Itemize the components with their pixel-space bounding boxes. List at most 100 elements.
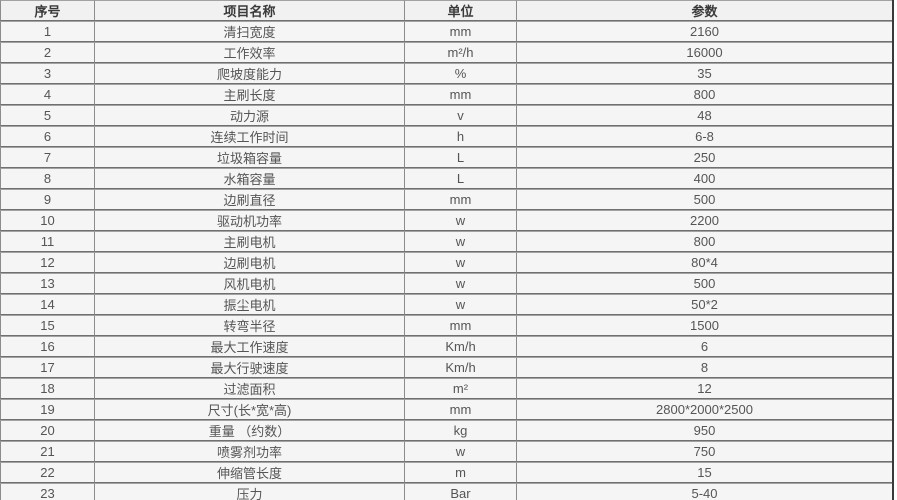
cell-index: 13 bbox=[0, 273, 95, 294]
table-row: 4 主刷长度 mm 800 bbox=[0, 84, 892, 105]
cell-value: 50*2 bbox=[517, 294, 892, 315]
table-row: 22 伸缩管长度 m 15 bbox=[0, 462, 892, 483]
table-row: 17 最大行驶速度 Km/h 8 bbox=[0, 357, 892, 378]
cell-unit: mm bbox=[405, 21, 517, 42]
table-row: 3 爬坡度能力% 35 bbox=[0, 63, 892, 84]
table-row: 7 垃圾箱容量 L 250 bbox=[0, 147, 892, 168]
cell-unit: mm bbox=[405, 315, 517, 336]
cell-item: 爬坡度能力 bbox=[95, 63, 405, 84]
cell-unit: m²/h bbox=[405, 42, 517, 63]
cell-item: 伸缩管长度 bbox=[95, 462, 405, 483]
cell-unit: mm bbox=[405, 84, 517, 105]
cell-index: 19 bbox=[0, 399, 95, 420]
cell-unit: m bbox=[405, 462, 517, 483]
cell-value: 15 bbox=[517, 462, 892, 483]
cell-value: 1500 bbox=[517, 315, 892, 336]
table-row: 16 最大工作速度 Km/h 6 bbox=[0, 336, 892, 357]
cell-unit: % bbox=[405, 63, 517, 84]
cell-item: 工作效率 bbox=[95, 42, 405, 63]
cell-item: 边刷直径 bbox=[95, 189, 405, 210]
cell-unit: w bbox=[405, 441, 517, 462]
cell-unit: kg bbox=[405, 420, 517, 441]
cell-value: 35 bbox=[517, 63, 892, 84]
cell-item: 水箱容量 bbox=[95, 168, 405, 189]
cell-value: 500 bbox=[517, 189, 892, 210]
cell-unit: w bbox=[405, 294, 517, 315]
cell-value: 6 bbox=[517, 336, 892, 357]
table-row: 1 清扫宽度 mm 2160 bbox=[0, 21, 892, 42]
cell-index: 23 bbox=[0, 483, 95, 500]
cell-value: 800 bbox=[517, 231, 892, 252]
cell-item: 驱动机功率 bbox=[95, 210, 405, 231]
cell-unit: L bbox=[405, 147, 517, 168]
cell-item: 清扫宽度 bbox=[95, 21, 405, 42]
table-row: 2 工作效率 m²/h 16000 bbox=[0, 42, 892, 63]
cell-item: 动力源 bbox=[95, 105, 405, 126]
table-row: 6 连续工作时间 h 6-8 bbox=[0, 126, 892, 147]
cell-item: 连续工作时间 bbox=[95, 126, 405, 147]
table-row: 9 边刷直径 mm 500 bbox=[0, 189, 892, 210]
cell-unit: Bar bbox=[405, 483, 517, 500]
cell-unit: h bbox=[405, 126, 517, 147]
cell-index: 5 bbox=[0, 105, 95, 126]
cell-value: 80*4 bbox=[517, 252, 892, 273]
cell-unit: w bbox=[405, 273, 517, 294]
cell-value: 2200 bbox=[517, 210, 892, 231]
cell-item: 压力 bbox=[95, 483, 405, 500]
cell-unit: mm bbox=[405, 189, 517, 210]
table-body: 1 清扫宽度 mm 2160 2 工作效率 m²/h 16000 3 爬坡度能力% 35 4 主刷长度 m… bbox=[0, 21, 892, 500]
cell-index: 3 bbox=[0, 63, 95, 84]
table-row: 5 动力源 v 48 bbox=[0, 105, 892, 126]
table-row: 23 压力 Bar 5-40 bbox=[0, 483, 892, 500]
cell-value: 250 bbox=[517, 147, 892, 168]
table-row: 14 振尘电机 w 50*2 bbox=[0, 294, 892, 315]
cell-index: 10 bbox=[0, 210, 95, 231]
cell-index: 20 bbox=[0, 420, 95, 441]
cell-unit: w bbox=[405, 252, 517, 273]
cell-item: 主刷长度 bbox=[95, 84, 405, 105]
cell-index: 22 bbox=[0, 462, 95, 483]
cell-index: 2 bbox=[0, 42, 95, 63]
cell-index: 9 bbox=[0, 189, 95, 210]
cell-item: 喷雾剂功率 bbox=[95, 441, 405, 462]
cell-value: 12 bbox=[517, 378, 892, 399]
cell-value: 800 bbox=[517, 84, 892, 105]
cell-item: 垃圾箱容量 bbox=[95, 147, 405, 168]
cell-index: 6 bbox=[0, 126, 95, 147]
cell-item: 边刷电机 bbox=[95, 252, 405, 273]
cell-value: 48 bbox=[517, 105, 892, 126]
cell-index: 15 bbox=[0, 315, 95, 336]
table-row: 13 风机电机 w 500 bbox=[0, 273, 892, 294]
cell-item: 最大工作速度 bbox=[95, 336, 405, 357]
cell-unit: Km/h bbox=[405, 357, 517, 378]
cell-item: 风机电机 bbox=[95, 273, 405, 294]
cell-item: 重量 （约数） bbox=[95, 420, 405, 441]
cell-index: 1 bbox=[0, 21, 95, 42]
cell-value: 6-8 bbox=[517, 126, 892, 147]
table-row: 11 主刷电机 w 800 bbox=[0, 231, 892, 252]
cell-item: 最大行驶速度 bbox=[95, 357, 405, 378]
cell-index: 18 bbox=[0, 378, 95, 399]
cell-index: 8 bbox=[0, 168, 95, 189]
column-header-unit: 单位 bbox=[405, 0, 517, 21]
cell-index: 21 bbox=[0, 441, 95, 462]
table-row: 12 边刷电机 w 80*4 bbox=[0, 252, 892, 273]
cell-index: 7 bbox=[0, 147, 95, 168]
cell-value: 750 bbox=[517, 441, 892, 462]
cell-index: 17 bbox=[0, 357, 95, 378]
table-row: 15 转弯半径 mm 1500 bbox=[0, 315, 892, 336]
table-row: 8 水箱容量 L 400 bbox=[0, 168, 892, 189]
cell-unit: mm bbox=[405, 399, 517, 420]
cell-item: 主刷电机 bbox=[95, 231, 405, 252]
cell-unit: L bbox=[405, 168, 517, 189]
table-row: 20 重量 （约数） kg 950 bbox=[0, 420, 892, 441]
cell-item: 过滤面积 bbox=[95, 378, 405, 399]
cell-item: 转弯半径 bbox=[95, 315, 405, 336]
cell-value: 16000 bbox=[517, 42, 892, 63]
column-header-index: 序号 bbox=[0, 0, 95, 21]
column-header-item: 项目名称 bbox=[95, 0, 405, 21]
table-row: 10 驱动机功率 w 2200 bbox=[0, 210, 892, 231]
cell-unit: w bbox=[405, 231, 517, 252]
